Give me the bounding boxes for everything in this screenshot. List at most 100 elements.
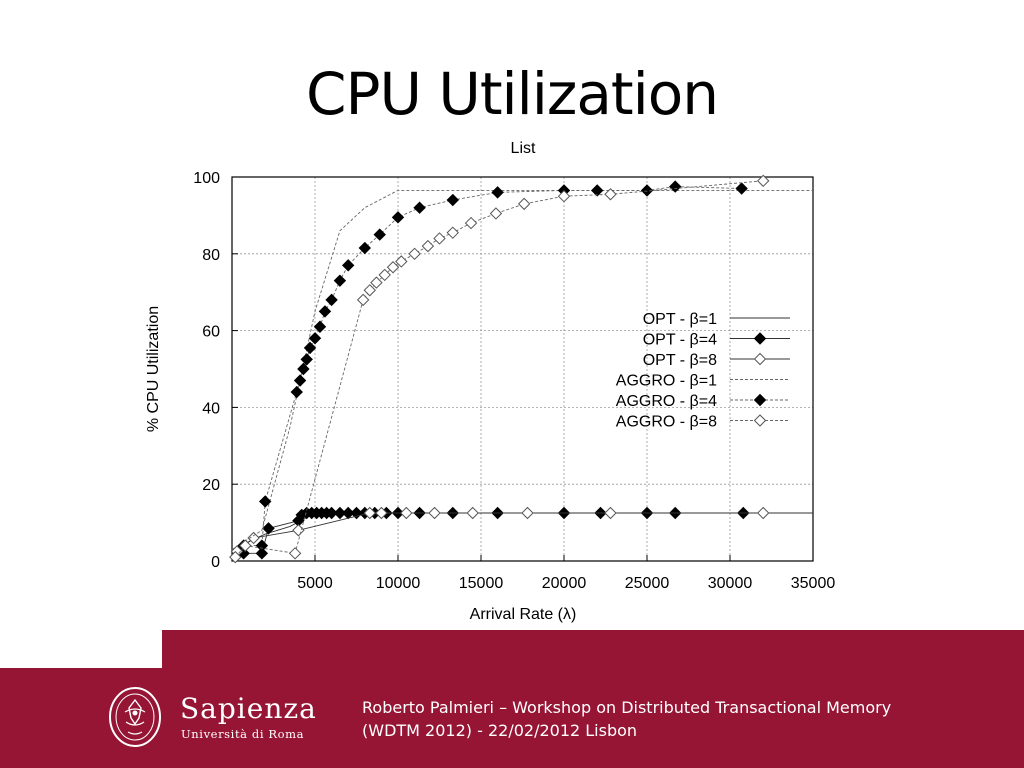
data-point <box>333 506 347 520</box>
y-tick-label: 80 <box>202 247 220 264</box>
data-point <box>308 332 322 345</box>
legend-swatch-marker <box>753 393 767 407</box>
series-3 <box>230 506 770 558</box>
sapienza-seal-icon <box>109 687 161 747</box>
data-point <box>386 261 400 274</box>
data-point <box>590 184 604 197</box>
data-point <box>239 539 252 552</box>
data-point <box>428 506 441 520</box>
data-point <box>391 211 405 224</box>
footer-line-1: Roberto Palmieri – Workshop on Distribut… <box>362 698 892 717</box>
series-4 <box>231 189 813 550</box>
legend-label: OPT - β=1 <box>643 311 717 328</box>
y-axis-label: % CPU Utilization <box>145 306 162 432</box>
data-point <box>395 255 408 268</box>
data-point <box>255 539 269 552</box>
footer-line-2: (WDTM 2012) - 22/02/2012 Lisbon <box>362 721 638 740</box>
x-tick-label: 10000 <box>376 575 421 592</box>
x-tick-label: 35000 <box>791 575 836 592</box>
data-point <box>258 495 272 508</box>
data-point <box>341 259 355 272</box>
legend-label: AGGRO - β=8 <box>616 414 717 431</box>
data-point <box>433 232 446 245</box>
data-point <box>262 522 275 535</box>
data-point <box>640 184 654 197</box>
data-point <box>255 547 269 560</box>
y-tick-label: 0 <box>211 554 220 571</box>
legend-swatch-marker <box>753 352 767 366</box>
series-6 <box>229 174 770 564</box>
x-tick-label: 30000 <box>708 575 753 592</box>
data-point <box>325 293 338 307</box>
grid-lines <box>232 177 813 561</box>
data-point <box>400 506 413 520</box>
data-point <box>413 201 426 214</box>
y-tick-label: 100 <box>193 170 220 187</box>
legend-label: OPT - β=4 <box>643 332 717 349</box>
series-line <box>231 512 813 550</box>
data-point <box>464 216 478 230</box>
chart-title: List <box>511 140 536 157</box>
y-tick-label: 40 <box>202 400 220 417</box>
data-point <box>333 274 347 287</box>
data-point <box>756 174 770 188</box>
data-point <box>288 547 302 560</box>
data-point <box>290 385 303 399</box>
legend-swatch-marker <box>753 414 767 427</box>
footer-tab <box>162 630 1024 670</box>
data-point <box>421 239 435 253</box>
data-point <box>517 197 531 211</box>
y-tick-label: 20 <box>202 477 220 494</box>
slide-title: CPU Utilization <box>306 60 719 128</box>
series-line <box>234 180 764 558</box>
legend-label: OPT - β=8 <box>643 352 717 369</box>
x-tick-label: 25000 <box>625 575 670 592</box>
data-point <box>375 506 388 520</box>
data-point <box>363 284 376 297</box>
data-point <box>363 506 376 520</box>
series-5 <box>237 180 748 552</box>
data-point <box>446 193 459 207</box>
series-line <box>243 512 744 554</box>
plot-frame <box>231 176 814 562</box>
data-point <box>446 226 459 239</box>
footer-band <box>0 668 1024 768</box>
data-point <box>370 276 383 289</box>
data-point <box>604 188 617 201</box>
data-point <box>297 362 310 376</box>
logo-subtitle: Università di Roma <box>181 727 305 741</box>
data-point <box>521 506 534 520</box>
data-point <box>489 207 503 220</box>
x-tick-label: 5000 <box>297 575 333 592</box>
data-point <box>604 506 617 520</box>
series-2 <box>237 506 750 560</box>
data-point <box>229 550 242 564</box>
cpu-utilization-chart: List 5000 10000 15000 20000 25000 30000 35000 0 2… <box>145 140 836 623</box>
x-tick-label: 20000 <box>542 575 587 592</box>
data-point <box>247 531 260 545</box>
data-point <box>491 186 504 199</box>
data-point <box>358 241 372 255</box>
data-point <box>318 305 332 318</box>
logo-name: Sapienza <box>180 692 317 725</box>
data-point <box>293 374 307 387</box>
data-point <box>735 182 748 195</box>
data-point <box>378 268 391 282</box>
y-tick-label: 60 <box>202 324 220 341</box>
data-point <box>356 293 370 307</box>
footer-caption: Roberto Palmieri – Workshop on Distribut… <box>362 696 962 742</box>
data-point <box>557 189 571 203</box>
legend-label: AGGRO - β=4 <box>616 393 717 410</box>
data-point <box>756 506 770 520</box>
series-line <box>231 189 813 550</box>
x-tick-label: 15000 <box>459 575 504 592</box>
data-point <box>373 228 386 241</box>
data-point <box>303 341 317 355</box>
legend-swatch-marker <box>753 332 767 345</box>
data-point <box>313 320 327 333</box>
series-1 <box>231 512 813 550</box>
data-point <box>292 524 305 537</box>
legend: OPT - β=1 OPT - β=4 OPT - β=8 AGGRO - β=1 AG… <box>616 311 790 431</box>
data-point <box>408 247 421 261</box>
data-point <box>325 506 338 520</box>
